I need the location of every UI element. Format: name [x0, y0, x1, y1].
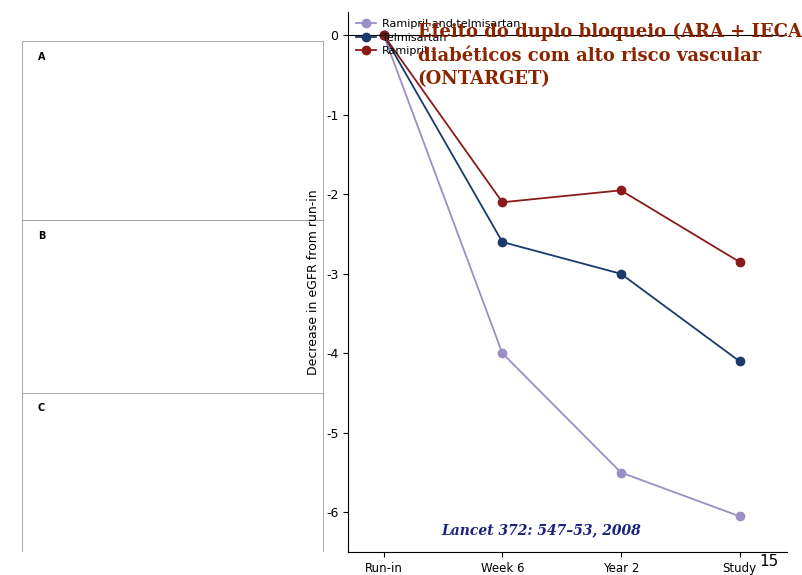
Line: Telmisartan: Telmisartan — [379, 31, 743, 365]
Telmisartan — [497, 239, 507, 246]
Legend: Ramipril and telmisartan, Telmisartan, Ramipril: Ramipril and telmisartan, Telmisartan, R… — [354, 17, 521, 59]
Line: Ramipril and telmisartan: Ramipril and telmisartan — [379, 31, 743, 520]
Ramipril — [497, 199, 507, 206]
Ramipril and telmisartan — [379, 32, 388, 39]
Telmisartan — [615, 270, 625, 277]
FancyBboxPatch shape — [22, 41, 322, 220]
Text: 15: 15 — [759, 554, 778, 569]
Ramipril and telmisartan — [497, 350, 507, 356]
Ramipril — [615, 187, 625, 194]
Text: B: B — [38, 231, 46, 240]
Ramipril — [734, 258, 743, 265]
Y-axis label: Decrease in eGFR from run-in: Decrease in eGFR from run-in — [307, 189, 320, 374]
Telmisartan — [379, 32, 388, 39]
Ramipril — [379, 32, 388, 39]
Ramipril and telmisartan — [615, 469, 625, 476]
Line: Ramipril: Ramipril — [379, 31, 743, 266]
FancyBboxPatch shape — [22, 220, 322, 398]
FancyBboxPatch shape — [22, 393, 322, 571]
Text: C: C — [38, 404, 45, 413]
Telmisartan — [734, 358, 743, 365]
Ramipril and telmisartan — [734, 513, 743, 520]
Text: Lancet 372: 547–53, 2008: Lancet 372: 547–53, 2008 — [441, 524, 641, 538]
Text: Efeito do duplo bloqueio (ARA + IECA) em
diabéticos com alto risco vascular
(ONT: Efeito do duplo bloqueio (ARA + IECA) em… — [417, 23, 802, 89]
Text: A: A — [38, 52, 46, 62]
